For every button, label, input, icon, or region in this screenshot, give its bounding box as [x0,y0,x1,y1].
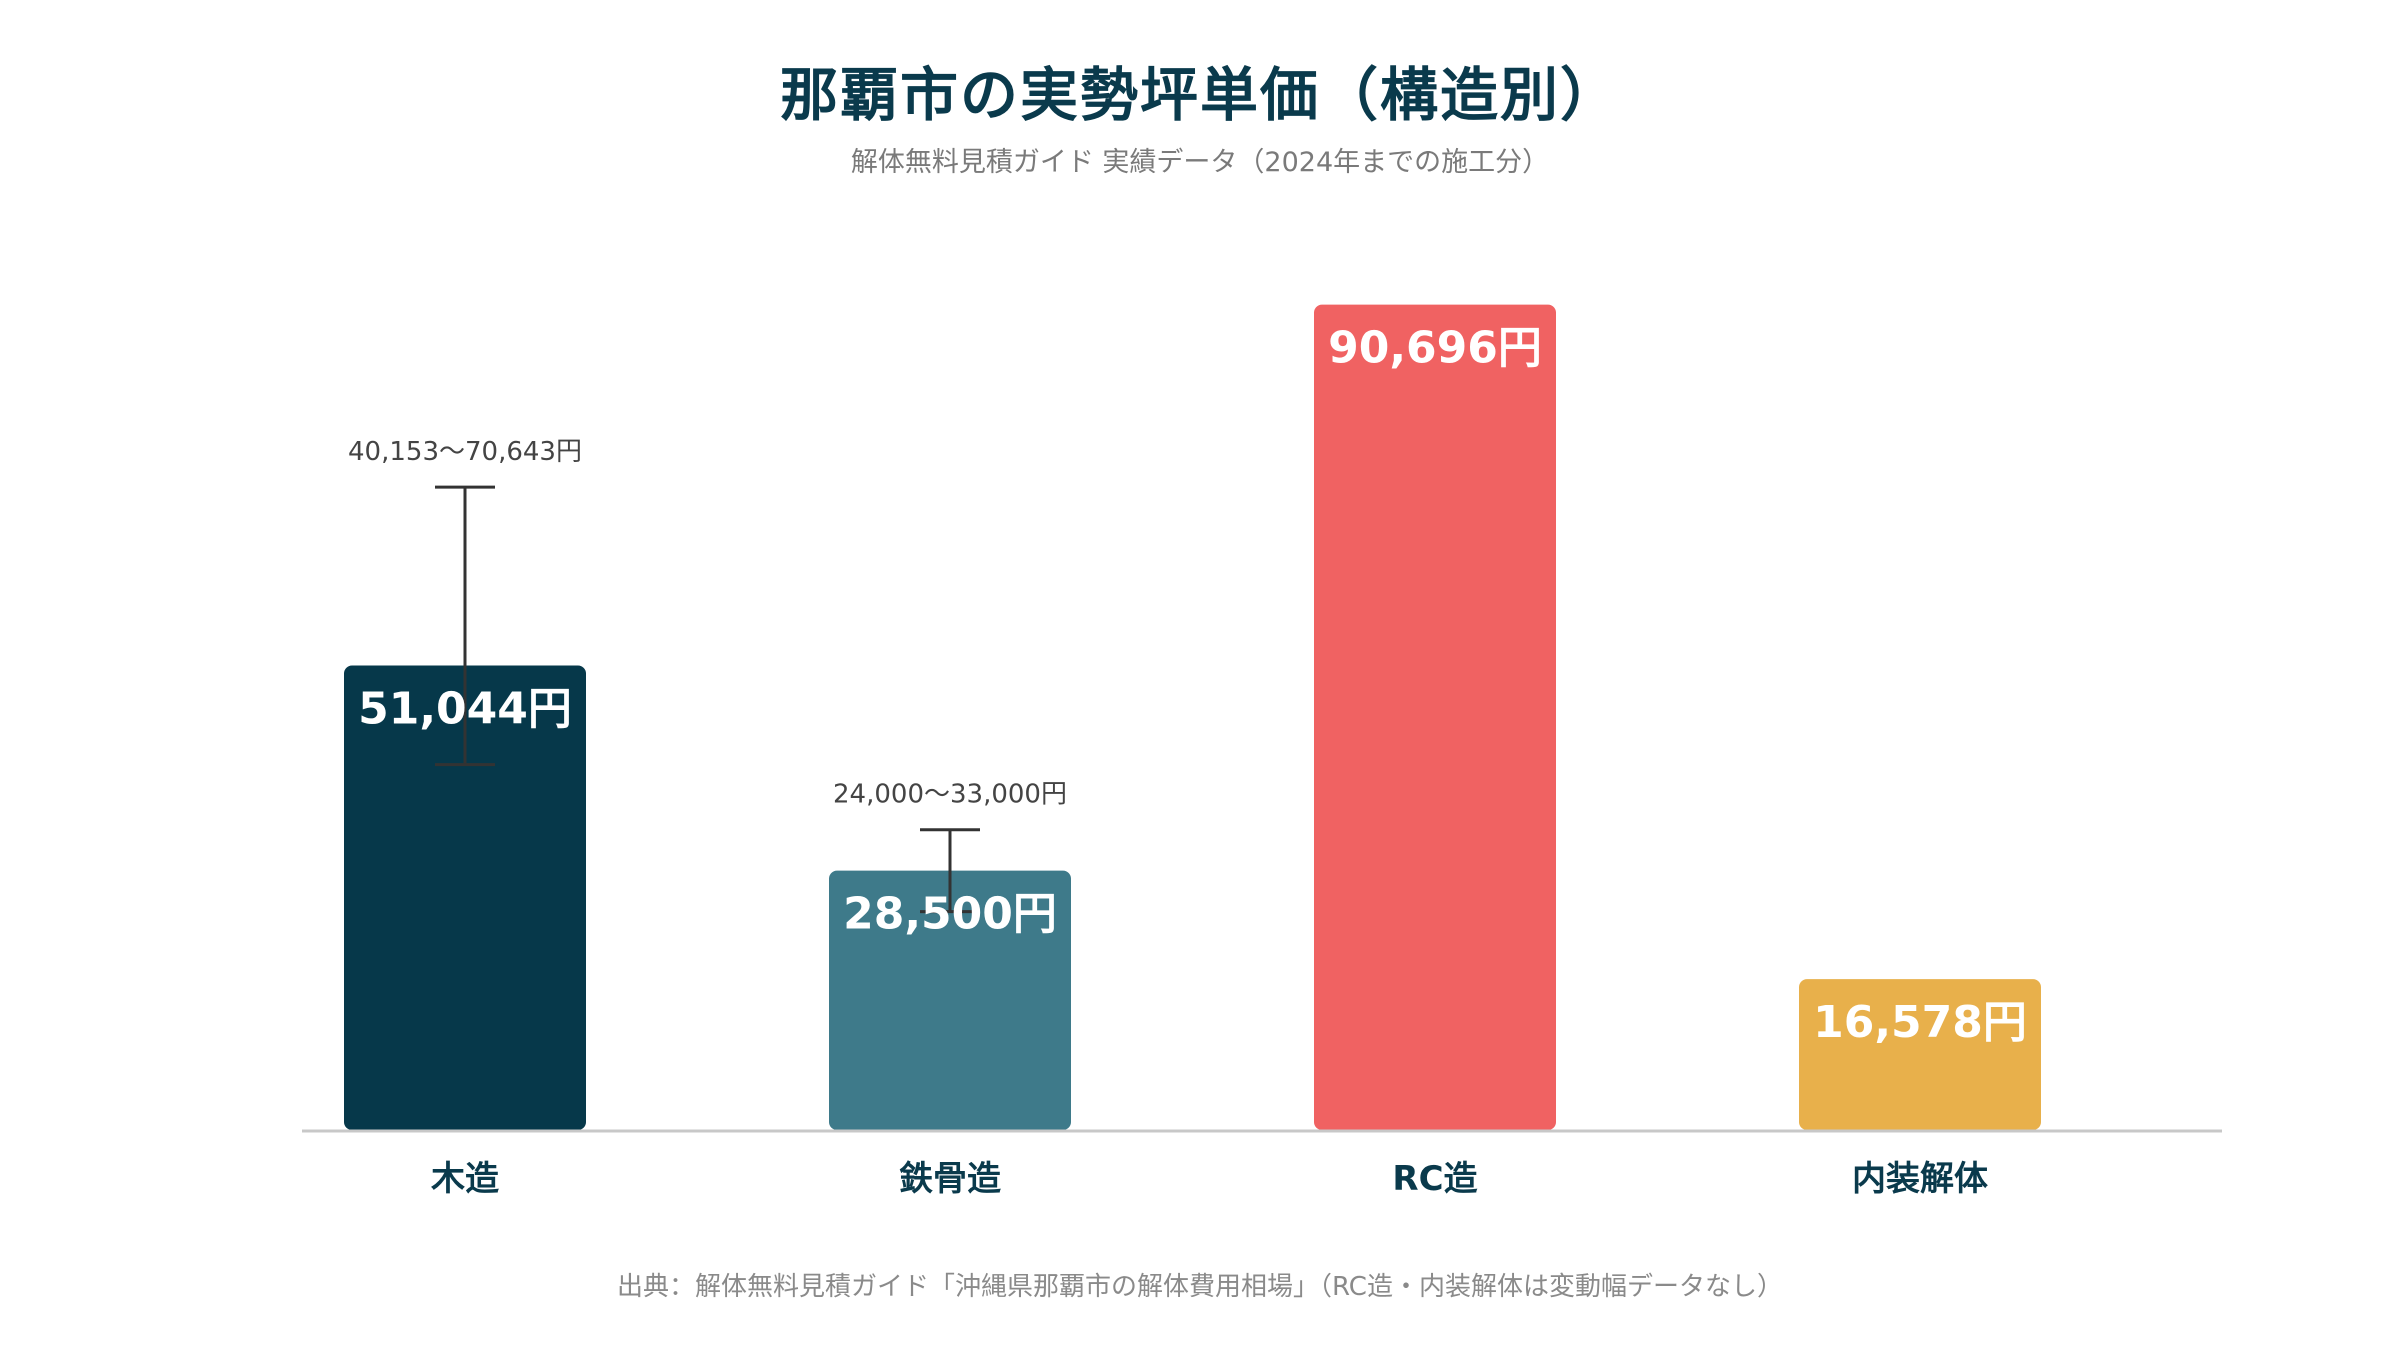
bar-1 [344,665,586,1130]
range-label-1: 40,153〜70,643円 [348,437,582,467]
category-label-2: 鉄骨造 [899,1159,1001,1199]
category-label-3: RC造 [1392,1159,1477,1199]
chart-subtitle: 解体無料見積ガイド 実績データ（2024年までの施工分） [850,147,1550,178]
bar-3 [1314,304,1556,1131]
bar-4 [1799,979,2041,1130]
source-note: 出典：解体無料見積ガイド「沖縄県那覇市の解体費用相場」（RC造・内装解体は変動幅… [617,1272,1783,1302]
bar-2 [829,870,1071,1130]
value-label-3: 90,696円 [1328,323,1542,374]
value-label-1: 51,044円 [358,683,572,734]
category-label-1: 木造 [430,1159,499,1199]
value-label-2: 28,500円 [843,889,1057,940]
category-label-4: 内装解体 [1852,1159,1988,1199]
chart-title: 那覇市の実勢坪単価（構造別） [779,61,1620,129]
range-label-2: 24,000〜33,000円 [833,780,1067,810]
value-label-4: 16,578円 [1813,997,2027,1048]
